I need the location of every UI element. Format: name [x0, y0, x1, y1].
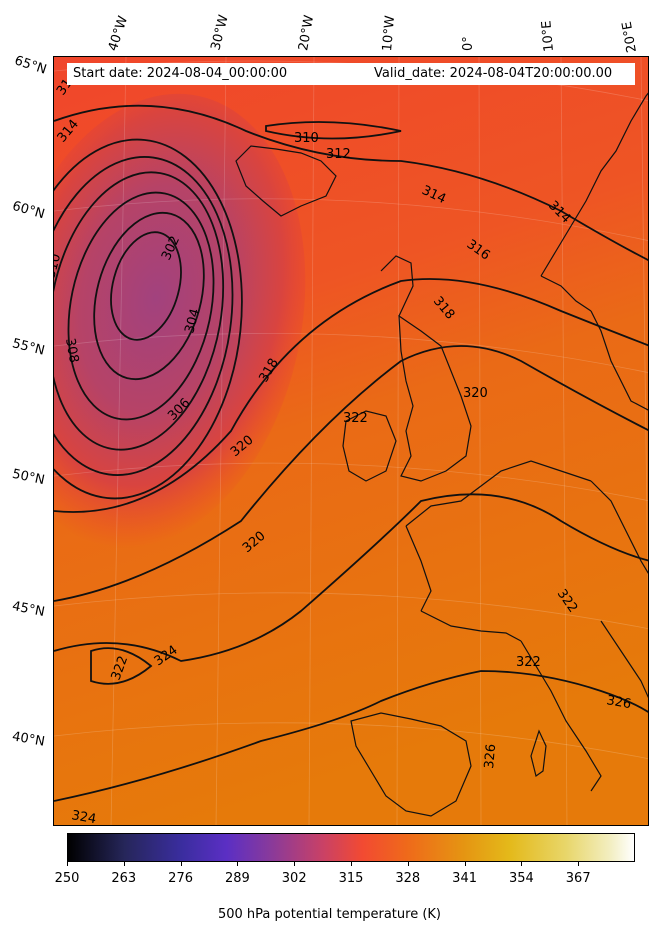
lon-label-20e: 20°E: [619, 20, 640, 54]
lat-label-45n: 45°N: [10, 599, 46, 620]
lon-label-40w: 40°W: [105, 14, 132, 53]
colorbar-tick-mark: [464, 862, 466, 866]
lat-label-40n: 40°N: [10, 729, 46, 750]
contour-label: 308: [62, 337, 81, 364]
colorbar-tick-mark: [351, 862, 352, 866]
colorbar-tick-label: 354: [508, 871, 534, 886]
colorbar-tick-mark: [578, 862, 580, 866]
contour-label: 324: [70, 808, 97, 826]
colorbar-tick-mark: [123, 862, 125, 866]
contour-label: 322: [516, 655, 541, 670]
header-bar: [67, 63, 635, 85]
colorbar-tick-label: 328: [395, 871, 421, 886]
colorbar-tick-label: 250: [54, 871, 80, 886]
map-canvas: 314 314 310 312 314 314 316 302 304 318 …: [54, 57, 648, 826]
contour-label: 304: [182, 307, 203, 335]
lat-label-55n: 55°N: [10, 336, 47, 359]
colorbar: [67, 833, 635, 862]
colorbar-tick-label: 367: [565, 871, 591, 886]
colorbar-tick-mark: [294, 862, 296, 866]
colorbar-tick-mark: [67, 862, 68, 866]
contour-label: 320: [463, 386, 488, 401]
contour-lines: [54, 104, 648, 802]
contour-label: 326: [482, 743, 499, 769]
lat-label-60n: 60°N: [10, 198, 47, 223]
colorbar-tick-label: 315: [338, 871, 364, 886]
lon-label-20w: 20°W: [296, 14, 318, 53]
contour-label: 326: [605, 693, 632, 712]
lat-label-65n: 65°N: [12, 53, 49, 78]
valid-date: Valid_date: 2024-08-04T20:00:00.00: [374, 66, 613, 81]
contour-label: 310: [54, 252, 64, 280]
map-panel[interactable]: 314 314 310 312 314 314 316 302 304 318 …: [53, 56, 649, 826]
lat-label-50n: 50°N: [10, 466, 46, 489]
start-date: Start date: 2024-08-04_00:00:00: [73, 66, 288, 81]
colorbar-tick-label: 341: [452, 871, 478, 886]
lon-label-10w: 10°W: [380, 14, 399, 52]
contour-label: 322: [343, 411, 368, 426]
colorbar-label: 500 hPa potential temperature (K): [217, 907, 441, 922]
colorbar-tick-label: 276: [168, 871, 194, 886]
contour-label: 312: [326, 147, 351, 162]
colorbar-tick-mark: [521, 862, 523, 866]
colorbar-tick-label: 302: [281, 871, 307, 886]
lon-label-10e: 10°E: [539, 19, 557, 53]
lon-label-30w: 30°W: [208, 13, 232, 52]
lon-label-0: 0°: [461, 36, 476, 51]
colorbar-tick-mark: [180, 862, 182, 866]
colorbar-tick-label: 263: [111, 871, 137, 886]
coastlines: [235, 92, 648, 817]
contour-label: 310: [294, 131, 319, 146]
colorbar-tick-mark: [237, 862, 239, 866]
colorbar-tick-mark: [407, 862, 409, 866]
colorbar-tick-label: 289: [224, 871, 250, 886]
